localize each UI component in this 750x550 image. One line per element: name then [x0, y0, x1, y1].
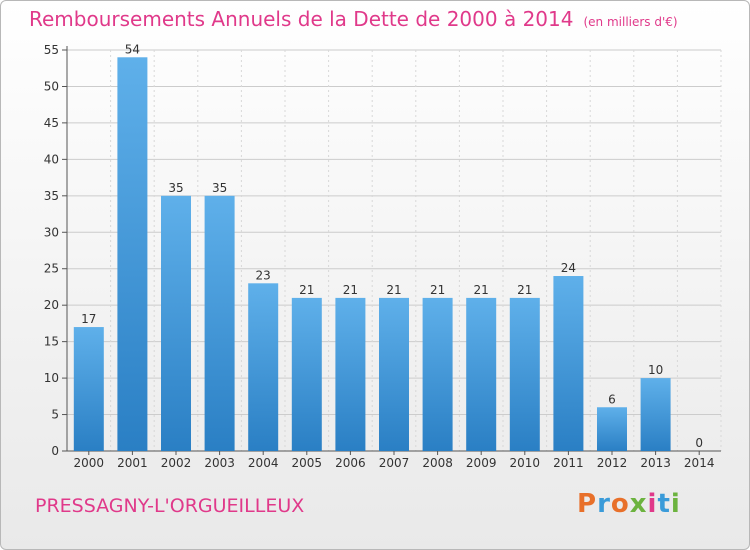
- bar-2000: [73, 327, 104, 451]
- bar-2010: [509, 297, 540, 451]
- x-tick-label-2014: 2014: [684, 456, 715, 470]
- value-label-2009: 21: [474, 283, 489, 297]
- y-tick-label-35: 35: [44, 189, 59, 203]
- x-tick-label-2006: 2006: [335, 456, 366, 470]
- x-tick-label-2002: 2002: [161, 456, 192, 470]
- x-tick-label-2000: 2000: [74, 456, 105, 470]
- bar-2006: [335, 297, 366, 451]
- logo-letter: P: [577, 489, 598, 519]
- value-label-2005: 21: [299, 283, 314, 297]
- bar-2005: [291, 297, 322, 451]
- x-tick-label-2011: 2011: [553, 456, 584, 470]
- bar-2012: [597, 407, 627, 451]
- bar-2007: [379, 297, 409, 451]
- x-tick-label-2003: 2003: [204, 456, 235, 470]
- logo-letter: i: [647, 489, 658, 519]
- x-tick-label-2001: 2001: [117, 456, 148, 470]
- y-tick-label-10: 10: [44, 371, 59, 385]
- value-label-2000: 17: [81, 312, 96, 326]
- y-tick-label-15: 15: [44, 335, 59, 349]
- value-label-2014: 0: [695, 436, 703, 450]
- bar-2008: [422, 297, 453, 451]
- bar-2004: [248, 283, 279, 451]
- y-tick-label-45: 45: [44, 116, 59, 130]
- proxiti-logo[interactable]: Proxiti: [577, 489, 681, 519]
- chart-title-text: Remboursements Annuels de la Dette de 20…: [29, 7, 574, 31]
- x-tick-label-2008: 2008: [422, 456, 453, 470]
- bars: [73, 57, 671, 452]
- x-tick-label-2012: 2012: [597, 456, 628, 470]
- x-tick-label-2010: 2010: [510, 456, 541, 470]
- x-tick-label-2013: 2013: [640, 456, 671, 470]
- x-tick-label-2004: 2004: [248, 456, 279, 470]
- value-label-2003: 35: [212, 181, 227, 195]
- bar-2001: [117, 57, 148, 452]
- y-tick-label-20: 20: [44, 298, 59, 312]
- commune-name: PRESSAGNY-L'ORGUEILLEUX: [35, 495, 305, 517]
- bar-2002: [161, 195, 191, 451]
- y-tick-label-25: 25: [44, 262, 59, 276]
- value-label-2002: 35: [168, 181, 183, 195]
- logo-letter: x: [629, 489, 648, 519]
- chart-title: Remboursements Annuels de la Dette de 20…: [29, 7, 678, 31]
- logo-letter: r: [597, 489, 611, 519]
- labels: 0 5 10 15 20 25 30 35 40 45 50 55 17 2000 54 2001 35 2002…: [44, 42, 715, 470]
- y-tick-label-55: 55: [44, 43, 59, 57]
- logo-letter: i: [670, 489, 681, 519]
- value-label-2001: 54: [125, 42, 140, 56]
- bar-2013: [640, 378, 671, 451]
- y-tick-label-5: 5: [51, 408, 59, 422]
- x-tick-label-2005: 2005: [292, 456, 323, 470]
- y-tick-label-40: 40: [44, 152, 59, 166]
- y-tick-label-50: 50: [44, 79, 59, 93]
- bar-2003: [204, 195, 235, 451]
- value-label-2007: 21: [386, 283, 401, 297]
- value-label-2006: 21: [343, 283, 358, 297]
- y-tick-label-0: 0: [51, 444, 59, 458]
- y-tick-label-30: 30: [44, 225, 59, 239]
- value-label-2004: 23: [256, 268, 271, 282]
- bar-2009: [466, 297, 497, 451]
- value-label-2013: 10: [648, 363, 663, 377]
- logo-letter: o: [610, 489, 630, 519]
- logo-letter: t: [657, 489, 671, 519]
- x-tick-label-2007: 2007: [379, 456, 410, 470]
- value-label-2010: 21: [517, 283, 532, 297]
- bar-2011: [553, 276, 584, 451]
- x-tick-label-2009: 2009: [466, 456, 497, 470]
- value-label-2011: 24: [561, 261, 576, 275]
- value-label-2012: 6: [608, 392, 616, 406]
- chart-subtitle: (en milliers d'€): [583, 15, 678, 29]
- value-label-2008: 21: [430, 283, 445, 297]
